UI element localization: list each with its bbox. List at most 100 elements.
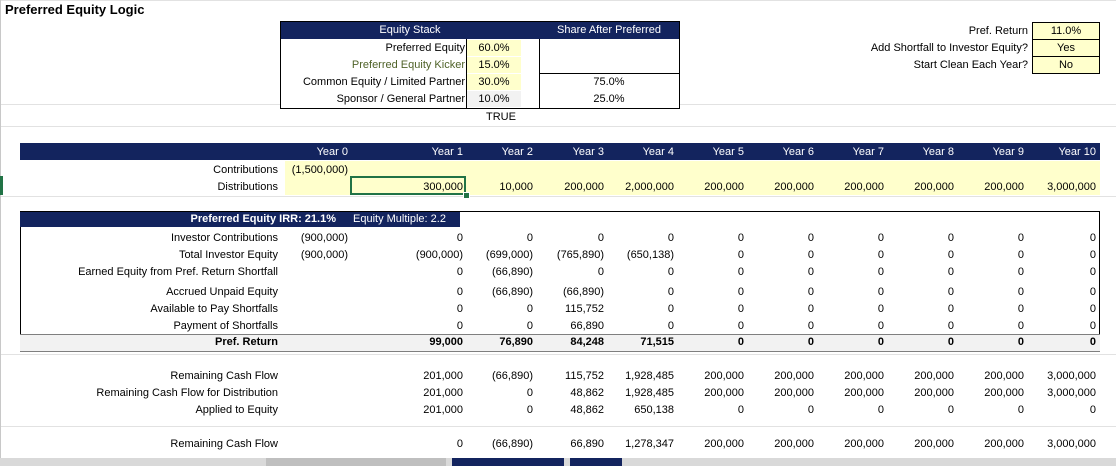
pref-return-total-value: 0 (877, 336, 884, 348)
setting-label-start-clean: Start Clean Each Year? (913, 59, 1028, 71)
tab-scroll-area[interactable] (266, 458, 446, 466)
active-cell-selection[interactable] (350, 176, 466, 195)
row-indicator (0, 176, 3, 195)
remaining-row-value: 0 (877, 404, 884, 416)
pref-row-value: 0 (807, 303, 814, 315)
remaining-row-value: 200,000 (984, 387, 1024, 399)
remaining-cash-flow-last-label: Remaining Cash Flow (170, 438, 278, 450)
remaining-row-value: 201,000 (423, 404, 463, 416)
pref-row-value: 0 (456, 303, 463, 315)
remaining-cash-flow-last-value: (66,890) (492, 438, 533, 450)
distribution-value[interactable]: 200,000 (844, 181, 884, 193)
equity-stack-header (281, 22, 679, 39)
pref-row-value: 0 (807, 266, 814, 278)
share-sponsor: 25.0% (593, 93, 625, 105)
pref-row-value: 0 (807, 320, 814, 332)
distribution-value[interactable]: 10,000 (499, 181, 533, 193)
distribution-value[interactable]: 300,000 (423, 181, 463, 193)
sheet-tab-active[interactable] (452, 458, 564, 466)
sheet-title: Preferred Equity Logic (5, 2, 145, 17)
remaining-row-value: (66,890) (492, 370, 533, 382)
distribution-value[interactable]: 200,000 (704, 181, 744, 193)
pref-row-label: Available to Pay Shortfalls (150, 303, 278, 315)
cashflow-input-band (285, 161, 1100, 195)
distribution-value[interactable]: 200,000 (774, 181, 814, 193)
distribution-value[interactable]: 200,000 (914, 181, 954, 193)
remaining-row-value: 48,862 (570, 404, 604, 416)
stack-value-preferred-equity[interactable]: 60.0% (467, 40, 521, 56)
pref-row-value: 0 (807, 232, 814, 244)
remaining-cash-flow-last-value: 3,000,000 (1047, 438, 1096, 450)
setting-value-add-shortfall[interactable]: Yes (1032, 39, 1100, 57)
distribution-value[interactable]: 2,000,000 (625, 181, 674, 193)
pref-row-value: 0 (597, 266, 604, 278)
pref-row-value: 0 (526, 232, 533, 244)
stack-value-sponsor: 10.0% (467, 91, 521, 107)
pref-return-total-value: 76,890 (499, 336, 533, 348)
remaining-row-value: 200,000 (774, 387, 814, 399)
pref-row-value: 0 (737, 320, 744, 332)
pref-row-label: Payment of Shortfalls (173, 320, 278, 332)
preferred-header-label: Preferred Equity IRR: 21.1% (20, 213, 336, 225)
stack-check-value: TRUE (486, 111, 516, 123)
preferred-equity-title: Preferred Equity (190, 213, 277, 225)
remaining-row-value: 200,000 (844, 370, 884, 382)
remaining-row-value: 200,000 (914, 370, 954, 382)
pref-row-value: 0 (456, 320, 463, 332)
remaining-cash-flow-last-value: 200,000 (914, 438, 954, 450)
year-header-1: Year 1 (431, 146, 463, 158)
remaining-row-value: 201,000 (423, 370, 463, 382)
year-header-8: Year 8 (922, 146, 954, 158)
stack-value-common-equity[interactable]: 30.0% (467, 74, 521, 90)
pref-row-value: 0 (877, 320, 884, 332)
pref-row-value: (66,890) (492, 266, 533, 278)
pref-row-value: 115,752 (565, 303, 604, 315)
year-header-3: Year 3 (572, 146, 604, 158)
pref-return-total-label: Pref. Return (215, 336, 278, 348)
pref-row-value: 0 (667, 320, 674, 332)
pref-row-value: 0 (456, 232, 463, 244)
remaining-cash-flow-last-value: 0 (456, 438, 463, 450)
fill-handle[interactable] (463, 192, 470, 199)
pref-row-value: 0 (1089, 320, 1096, 332)
pref-row-value: 0 (947, 232, 954, 244)
pref-row-value: 0 (737, 249, 744, 261)
remaining-row-value: 201,000 (423, 387, 463, 399)
year-header-9: Year 9 (992, 146, 1024, 158)
remaining-row-value: 1,928,485 (625, 387, 674, 399)
remaining-row-value: 48,862 (570, 387, 604, 399)
pref-row-value: 0 (877, 232, 884, 244)
pref-row-value: 0 (807, 286, 814, 298)
setting-value-start-clean[interactable]: No (1032, 56, 1100, 74)
sheet-tab-second[interactable] (570, 458, 622, 466)
stack-label-kicker: Preferred Equity Kicker (351, 59, 465, 71)
contribution-value: (1,500,000) (291, 164, 348, 176)
remaining-cash-flow-last-value: 200,000 (984, 438, 1024, 450)
year-header-2: Year 2 (501, 146, 533, 158)
pref-return-total-row (20, 334, 1100, 352)
remaining-row-value: 200,000 (774, 370, 814, 382)
pref-row-value: 0 (1017, 303, 1024, 315)
pref-row-value: (900,000) (300, 232, 348, 244)
remaining-row-value: 200,000 (844, 387, 884, 399)
setting-value-pref-return[interactable]: 11.0% (1032, 22, 1100, 40)
pref-row-value: 0 (1089, 232, 1096, 244)
distribution-value[interactable]: 200,000 (984, 181, 1024, 193)
pref-row-value: 0 (737, 286, 744, 298)
pref-row-value: 0 (1089, 266, 1096, 278)
remaining-row-value: 0 (737, 404, 744, 416)
pref-row-value: 0 (1017, 320, 1024, 332)
stack-value-kicker[interactable]: 15.0% (467, 57, 521, 73)
preferred-irr: IRR: 21.1% (279, 213, 336, 225)
distribution-value[interactable]: 200,000 (564, 181, 604, 193)
year-header-10: Year 10 (1058, 146, 1096, 158)
pref-row-value: (765,890) (556, 249, 604, 261)
pref-row-value: 0 (667, 303, 674, 315)
pref-row-label: Total Investor Equity (178, 249, 278, 261)
pref-return-total-value: 71,515 (640, 336, 674, 348)
distribution-value[interactable]: 3,000,000 (1047, 181, 1096, 193)
pref-row-value: 0 (1089, 303, 1096, 315)
remaining-cash-flow-last-value: 200,000 (844, 438, 884, 450)
remaining-cash-flow-last-value: 200,000 (774, 438, 814, 450)
remaining-row-value: 200,000 (704, 387, 744, 399)
